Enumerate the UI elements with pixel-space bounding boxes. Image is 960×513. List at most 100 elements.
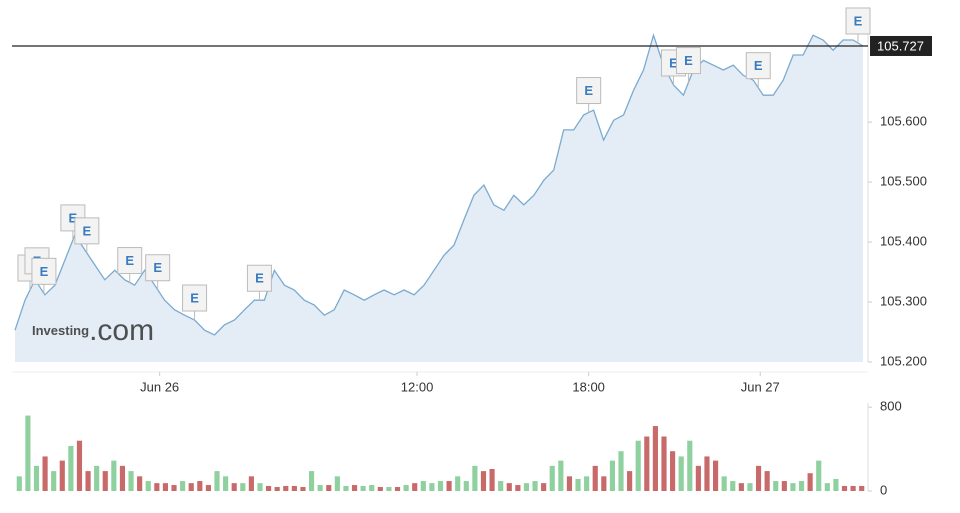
volume-bar [781, 481, 787, 491]
volume-bar [532, 481, 538, 491]
volume-bar [816, 460, 822, 491]
volume-bar [205, 485, 211, 491]
event-marker: E [845, 7, 871, 43]
volume-bar [644, 436, 650, 491]
event-label: E [69, 210, 78, 225]
volume-bar [266, 485, 272, 491]
event-label: E [584, 83, 593, 98]
volume-bar [463, 481, 469, 491]
event-marker: E [675, 47, 701, 83]
volume-bar [403, 485, 409, 491]
volume-bar [592, 465, 598, 491]
y-tick-label: 105.500 [880, 174, 927, 189]
watermark-suffix: .com [89, 314, 154, 347]
event-marker: E [74, 217, 100, 253]
event-label: E [754, 58, 763, 73]
event-marker: E [745, 52, 771, 88]
volume-bar [412, 483, 418, 491]
volume-bar [790, 483, 796, 491]
volume-bar [326, 485, 332, 491]
x-tick-label: Jun 26 [140, 379, 179, 394]
event-label: E [854, 13, 863, 28]
event-label: E [255, 271, 264, 286]
volume-bar [102, 471, 108, 491]
volume-bar [523, 483, 530, 491]
volume-bar [291, 485, 297, 491]
event-label: E [190, 290, 199, 305]
volume-bar [197, 481, 203, 491]
volume-bar [498, 481, 504, 491]
volume-bar [712, 460, 719, 491]
volume-bar [566, 476, 573, 491]
event-box [31, 257, 57, 285]
volume-bar [601, 476, 607, 491]
volume-bar [618, 451, 624, 491]
volume-bar [429, 483, 435, 491]
volume-bar [850, 485, 856, 491]
volume-bar [824, 483, 830, 491]
volume-bar [489, 469, 495, 491]
volume-bar [747, 483, 753, 491]
watermark-brand: Investing [32, 323, 89, 338]
volume-bar [730, 481, 736, 491]
volume-bar [76, 440, 83, 491]
current-price-tag [870, 35, 932, 56]
volume-bar [695, 465, 701, 491]
volume-bar [16, 476, 22, 491]
volume-bar [180, 481, 186, 491]
volume-bar [394, 487, 401, 491]
volume-bar [94, 465, 100, 491]
volume-bar [377, 487, 383, 491]
volume-bar [833, 478, 839, 491]
volume-bar [661, 436, 667, 491]
volume-bar [85, 471, 91, 491]
volume-bar [317, 485, 323, 491]
volume-bar [25, 415, 31, 491]
event-label: E [153, 260, 162, 275]
event-box [74, 217, 100, 245]
volume-bar [334, 476, 340, 491]
event-marker: E [145, 254, 171, 290]
volume-bar [515, 485, 521, 491]
event-marker: E [182, 284, 208, 321]
volume-bar [687, 440, 693, 491]
y-tick-label: 105.600 [880, 114, 927, 129]
volume-bar [308, 471, 315, 491]
volume-bar [420, 481, 426, 491]
volume-bar [33, 465, 40, 491]
x-tick-label: 18:00 [572, 379, 605, 394]
volume-bar [119, 465, 126, 491]
event-marker: E [31, 257, 57, 294]
volume-bar [541, 483, 547, 491]
volume-bar [343, 485, 349, 491]
event-box [182, 284, 208, 312]
event-label: E [40, 264, 49, 279]
volume-bar [446, 481, 452, 491]
volume-bar [171, 485, 177, 491]
volume-bar [283, 485, 289, 491]
current-price-label: 105.727 [877, 38, 924, 53]
volume-bar [670, 451, 676, 491]
watermark: Investing.com [32, 314, 154, 347]
volume-bar [214, 471, 220, 491]
volume-bar [506, 483, 512, 491]
y-tick-label: 800 [880, 399, 902, 414]
x-tick-label: Jun 27 [741, 379, 780, 394]
y-tick-label: 0 [880, 482, 887, 497]
y-tick-label: 105.400 [880, 234, 927, 249]
volume-bar [68, 445, 74, 491]
y-tick-label: 105.300 [880, 293, 927, 308]
volume-bar [704, 456, 710, 491]
event-marker: E [246, 264, 272, 301]
volume-bar [154, 483, 160, 491]
volume-bar [42, 456, 48, 491]
volume-bar [360, 485, 366, 491]
volume-bar [549, 465, 555, 491]
volume-bar [764, 471, 770, 491]
event-box [745, 52, 771, 80]
event-label: E [684, 53, 693, 68]
volume-bar [472, 465, 478, 491]
x-tick-label: 12:00 [401, 379, 434, 394]
volume-bar [51, 471, 57, 491]
